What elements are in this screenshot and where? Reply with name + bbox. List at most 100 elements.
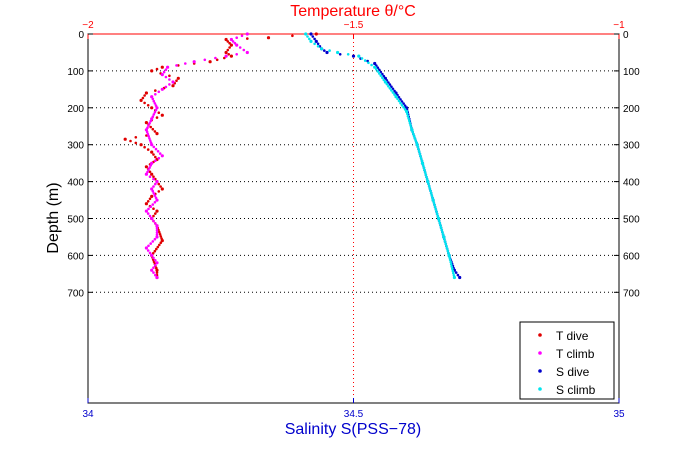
data-point xyxy=(224,50,228,55)
bottom-tick-label: 34.5 xyxy=(344,409,364,420)
data-point xyxy=(228,41,231,45)
data-point xyxy=(168,83,171,86)
data-point xyxy=(235,43,239,47)
data-point xyxy=(155,106,159,110)
data-point xyxy=(154,222,157,225)
y-tick-label-right: 100 xyxy=(623,67,640,78)
data-point xyxy=(152,175,155,178)
data-point xyxy=(164,85,168,89)
data-point xyxy=(383,80,387,84)
data-point xyxy=(150,95,154,99)
data-point xyxy=(154,159,157,162)
y-tick-label-left: 600 xyxy=(67,251,84,262)
data-point xyxy=(155,233,159,236)
data-point xyxy=(134,141,138,145)
data-point xyxy=(154,182,157,186)
data-point xyxy=(214,56,217,60)
data-point xyxy=(379,74,383,77)
data-point xyxy=(155,275,159,280)
data-point xyxy=(151,127,155,131)
data-point xyxy=(148,137,151,140)
top-tick-label: −1.5 xyxy=(344,20,364,31)
data-point xyxy=(435,210,438,213)
data-point xyxy=(146,249,150,252)
data-point xyxy=(346,53,350,56)
bottom-tick-label: 34 xyxy=(82,409,94,420)
data-point xyxy=(325,50,329,55)
data-point xyxy=(152,219,155,223)
data-point xyxy=(328,49,331,52)
data-point xyxy=(446,249,450,253)
data-point xyxy=(228,46,231,49)
data-point xyxy=(171,80,175,84)
data-point xyxy=(235,53,238,56)
data-point xyxy=(160,154,164,158)
data-point xyxy=(160,113,164,117)
data-point xyxy=(226,48,230,52)
y-axis-ticks-left: 0 100 200 300 400 500 600 700 xyxy=(67,30,93,299)
data-point xyxy=(447,251,450,255)
data-point xyxy=(402,106,405,109)
data-point xyxy=(394,95,398,99)
data-point xyxy=(336,50,340,55)
data-point xyxy=(155,261,159,265)
data-point xyxy=(306,35,309,38)
data-point xyxy=(153,130,157,133)
data-point xyxy=(397,99,401,103)
legend-label: T climb xyxy=(556,347,595,361)
data-point xyxy=(448,256,451,259)
data-point xyxy=(391,91,395,94)
data-point xyxy=(164,68,168,71)
data-point xyxy=(456,273,460,277)
data-point xyxy=(134,136,138,139)
data-point xyxy=(146,200,150,203)
data-point xyxy=(145,130,149,134)
data-point xyxy=(424,173,428,176)
data-point xyxy=(437,219,441,223)
data-point xyxy=(158,230,161,234)
data-point xyxy=(454,271,458,274)
data-point xyxy=(376,70,380,73)
data-point xyxy=(171,84,175,88)
data-point xyxy=(418,152,422,156)
data-point xyxy=(427,184,431,188)
data-point xyxy=(412,135,416,138)
top-tick-label: −1 xyxy=(613,20,625,31)
data-point xyxy=(146,126,149,129)
data-point xyxy=(152,214,155,218)
data-point xyxy=(408,121,412,125)
data-point xyxy=(158,233,162,236)
data-point xyxy=(147,124,150,127)
data-point xyxy=(149,119,152,123)
y-tick-label-left: 300 xyxy=(67,141,84,152)
data-point xyxy=(154,108,158,112)
data-point xyxy=(246,37,249,40)
data-point xyxy=(226,40,230,43)
data-point xyxy=(409,126,413,129)
data-point xyxy=(242,48,246,52)
data-point xyxy=(208,60,212,64)
data-point xyxy=(152,271,155,274)
data-point xyxy=(431,196,434,199)
data-point xyxy=(157,111,161,114)
y-axis-ticks-right: 0 100 200 300 400 500 600 700 xyxy=(614,30,640,299)
data-point xyxy=(440,228,444,232)
legend-label: S dive xyxy=(556,365,590,379)
data-point xyxy=(154,89,157,92)
data-point xyxy=(411,130,415,134)
data-point xyxy=(148,122,151,125)
legend-marker xyxy=(538,387,542,391)
data-point xyxy=(150,117,154,121)
data-point xyxy=(412,132,415,136)
data-point xyxy=(316,42,320,46)
data-point xyxy=(399,101,402,105)
data-point xyxy=(147,135,150,138)
data-point xyxy=(154,177,157,181)
data-point xyxy=(153,201,157,204)
data-point xyxy=(410,128,414,132)
legend-box xyxy=(519,321,615,400)
data-point xyxy=(414,139,418,142)
data-point xyxy=(155,271,159,274)
data-point xyxy=(184,62,187,65)
top-tick-label: −2 xyxy=(82,20,94,31)
